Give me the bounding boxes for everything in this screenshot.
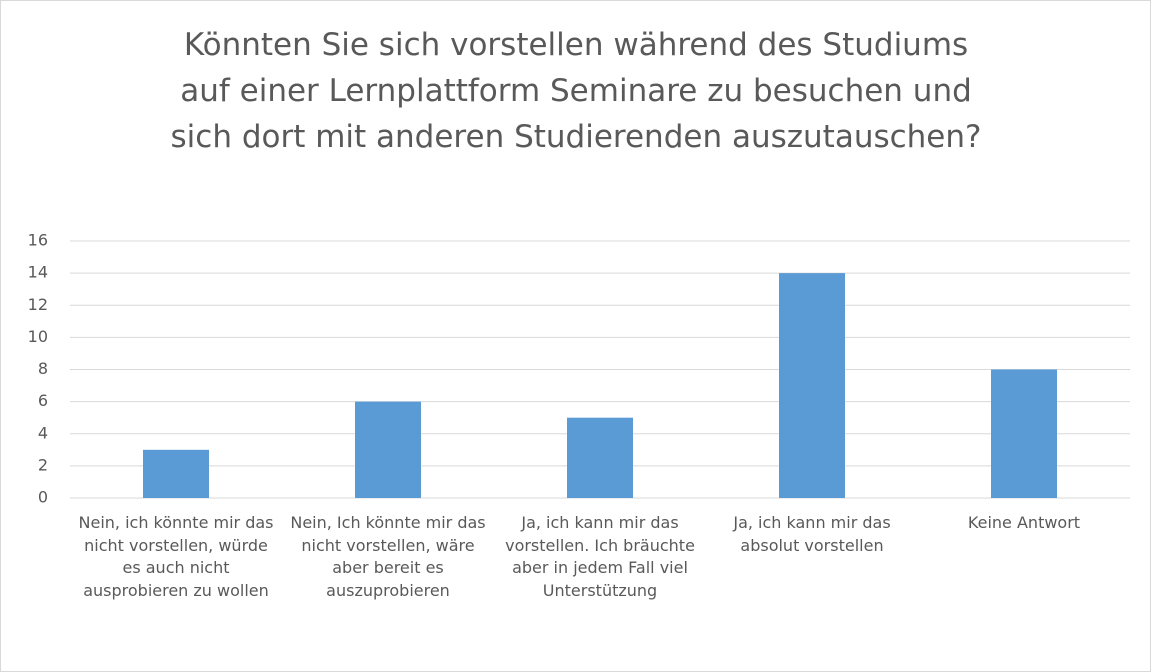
- y-tick-label: 2: [38, 455, 48, 474]
- y-tick-label: 10: [28, 327, 48, 346]
- x-tick-label: Nein, Ich könnte mir das nicht vorstelle…: [290, 513, 486, 600]
- y-tick-label: 6: [38, 391, 48, 410]
- bar: [567, 417, 633, 498]
- y-tick-label: 14: [28, 263, 48, 282]
- chart-title: Könnten Sie sich vorstellen während des …: [170, 27, 982, 155]
- bar: [143, 449, 209, 498]
- y-tick-label: 12: [28, 295, 48, 314]
- x-tick-label: Nein, ich könnte mir das nicht vorstelle…: [78, 513, 274, 600]
- y-tick-label: 0: [38, 488, 48, 507]
- y-tick-label: 4: [38, 423, 48, 442]
- x-tick-label: Keine Antwort: [967, 513, 1081, 532]
- bar: [991, 369, 1057, 498]
- y-tick-label: 16: [28, 231, 48, 250]
- bar: [355, 401, 421, 498]
- x-tick-label: Ja, ich kann mir das vorstellen. Ich brä…: [505, 513, 695, 600]
- x-tick-label: Ja, ich kann mir das absolut vorstellen: [733, 513, 891, 555]
- y-tick-label: 8: [38, 359, 48, 378]
- bar: [779, 273, 845, 498]
